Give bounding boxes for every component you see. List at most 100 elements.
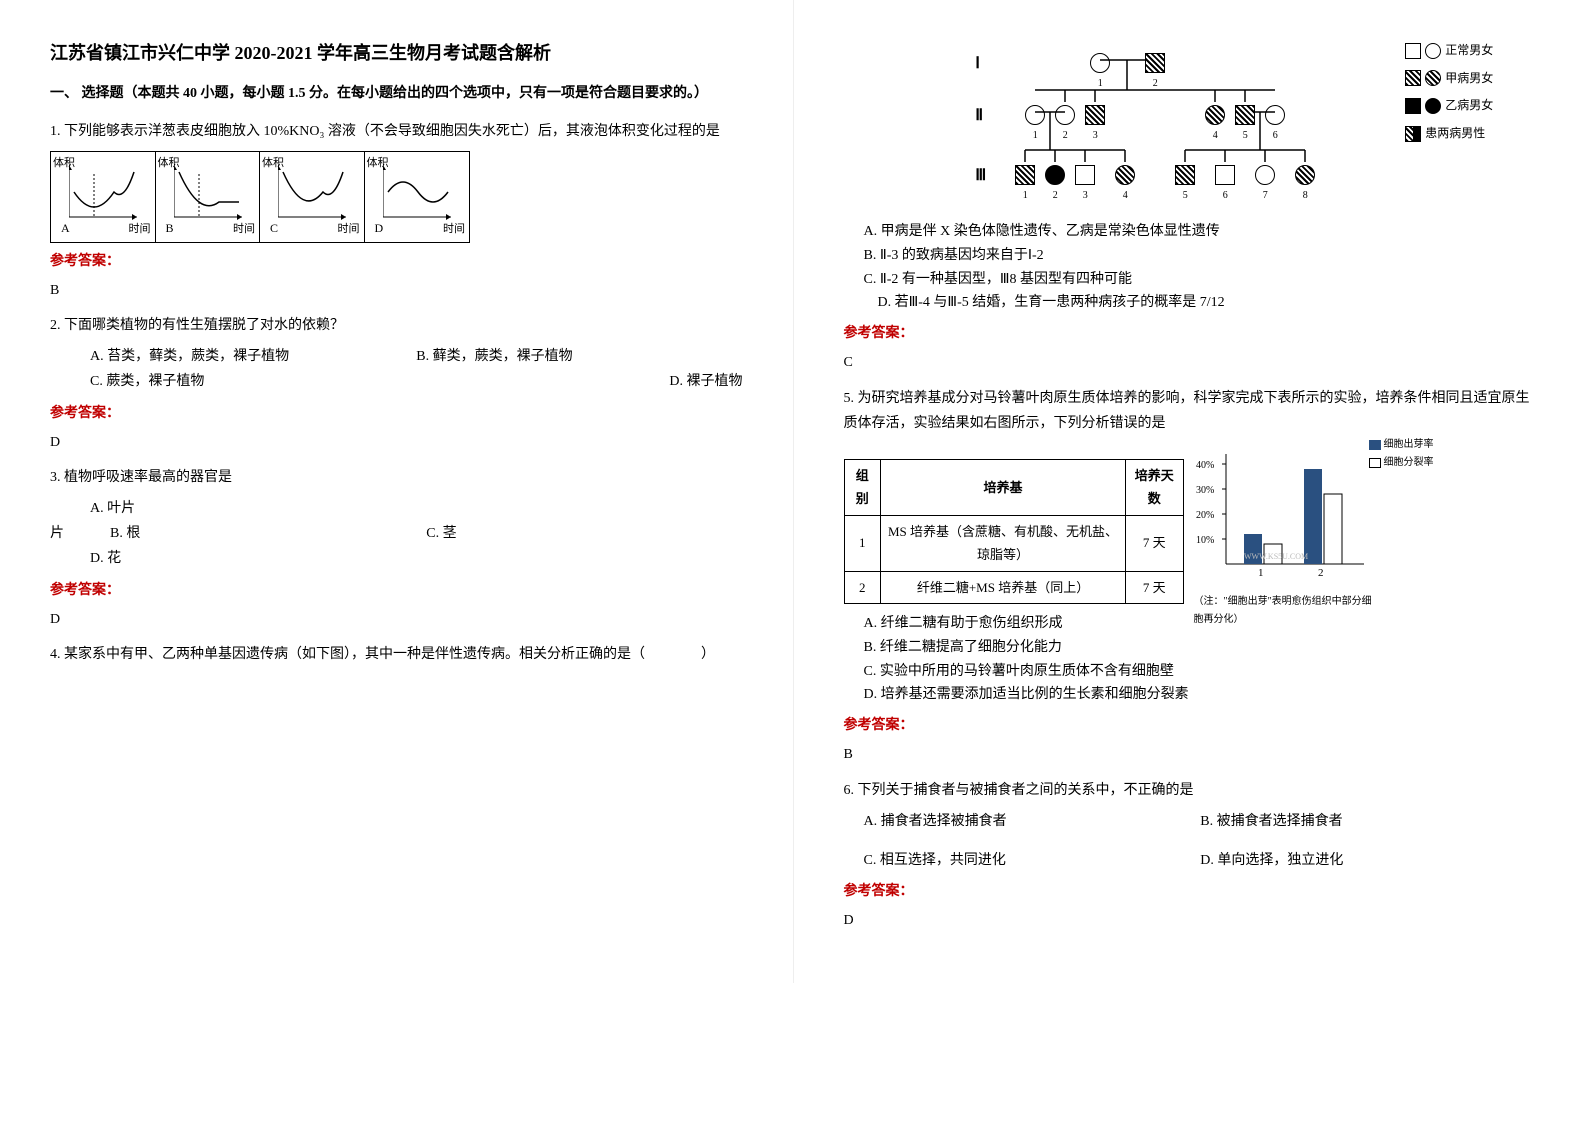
q1-chart-C: 体积 时间 C [260,152,365,242]
q6-opt-C: C. 相互选择，共同进化 [864,848,1201,873]
q4-opt-D: D. 若Ⅲ-4 与Ⅲ-5 结婚，生育一患两种病孩子的概率是 7/12 [864,291,1538,315]
q3-opt-B: B. 根 [110,521,426,546]
q4-answer: C [844,350,1538,375]
ped-II-5 [1235,105,1255,125]
right-page: Ⅰ Ⅱ Ⅲ 1 2 1 2 3 4 5 6 1 2 3 4 5 6 7 8 正常… [794,0,1587,983]
question-4-body: Ⅰ Ⅱ Ⅲ 1 2 1 2 3 4 5 6 1 2 3 4 5 6 7 8 正常… [844,40,1538,376]
q5-chart-legend: 细胞出芽率 细胞分裂率 [1369,436,1434,472]
svg-text:20%: 20% [1196,510,1214,521]
question-4-stem: 4. 某家系中有甲、乙两种单基因遗传病（如下图），其中一种是伴性遗传病。相关分析… [50,642,743,667]
q3-opt-D: D. 花 [90,546,743,571]
svg-text:10%: 10% [1196,535,1214,546]
q4-opt-A: A. 甲病是伴 X 染色体隐性遗传、乙病是常染色体显性遗传 [864,220,1538,244]
q2-answer: D [50,430,743,455]
ped-I-1 [1090,53,1110,73]
q6-opt-D: D. 单向选择，独立进化 [1200,848,1537,873]
q1-tag-B: B [166,218,174,240]
table-row: 2 纤维二糖+MS 培养基（同上） 7 天 [844,571,1183,603]
pedigree-diagram: Ⅰ Ⅱ Ⅲ 1 2 1 2 3 4 5 6 1 2 3 4 5 6 7 8 正常… [975,40,1405,210]
q1-charts: 体积 时间 A 体积 时间 B 体积 时间 C 体积 时间 D [50,151,470,243]
pedigree-legend: 正常男女 甲病男女 乙病男女 患两病男性 [1405,40,1525,150]
q3-opt-C: C. 茎 [426,521,742,546]
answer-label: 参考答案： [50,578,743,603]
q3-answer: D [50,607,743,632]
q2-opt-A: A. 苔类，藓类，蕨类，裸子植物 [90,344,416,369]
q5-answer: B [844,742,1538,767]
answer-label: 参考答案： [50,249,743,274]
svg-text:30%: 30% [1196,485,1214,496]
ped-III-4 [1115,165,1135,185]
gen-label-3: Ⅲ [975,162,986,191]
section-intro: 一、 选择题（本题共 40 小题，每小题 1.5 分。在每小题给出的四个选项中，… [50,83,743,105]
table-row: 1 MS 培养基（含蔗糖、有机酸、无机盐、琼脂等） 7 天 [844,515,1183,571]
question-6: 6. 下列关于捕食者与被捕食者之间的关系中，不正确的是 A. 捕食者选择被捕食者… [844,778,1538,934]
answer-label: 参考答案： [844,879,1538,904]
q6-answer: D [844,908,1538,933]
q5-th-0: 组别 [844,459,880,515]
ped-III-3 [1075,165,1095,185]
q1-chart-A: 体积 时间 A [51,152,156,242]
q5-table: 组别 培养基 培养天数 1 MS 培养基（含蔗糖、有机酸、无机盐、琼脂等） 7 … [844,459,1184,604]
svg-text:2: 2 [1318,567,1324,579]
ped-II-1 [1025,105,1045,125]
q2-stem: 2. 下面哪类植物的有性生殖摆脱了对水的依赖？ [50,313,743,338]
svg-text:40%: 40% [1196,460,1214,471]
svg-text:1: 1 [1258,567,1264,579]
ped-III-6 [1215,165,1235,185]
q1-chart-B: 体积 时间 B [156,152,261,242]
answer-label: 参考答案： [844,713,1538,738]
question-3: 3. 植物呼吸速率最高的器官是 A. 叶片 片 B. 根 C. 茎 D. 花 参… [50,465,743,632]
q5-th-2: 培养天数 [1126,459,1183,515]
q1-tag-C: C [270,218,278,240]
q5-opt-C: C. 实验中所用的马铃薯叶肉原生质体不含有细胞壁 [864,660,1538,684]
q5-chart-note: （注："细胞出芽"表明愈伤组织中部分细胞再分化） [1194,593,1374,629]
q4-stem: 4. 某家系中有甲、乙两种单基因遗传病（如下图），其中一种是伴性遗传病。相关分析… [50,642,743,667]
q2-opt-C: C. 蕨类，裸子植物 [90,369,416,394]
q5-th-1: 培养基 [880,459,1125,515]
q6-opt-A: A. 捕食者选择被捕食者 [864,809,1201,834]
q1-answer: B [50,278,743,303]
ped-II-6 [1265,105,1285,125]
question-1: 1. 下列能够表示洋葱表皮细胞放入 10%KNO₃ 溶液（不会导致细胞因失水死亡… [50,119,743,303]
q5-stem: 5. 为研究培养基成分对马铃薯叶肉原生质体培养的影响，科学家完成下表所示的实验，… [844,386,1538,436]
ped-III-2 [1045,165,1065,185]
q2-opt-B: B. 藓类，蕨类，裸子植物 [416,344,742,369]
q1-xlabel: 时间 [233,220,255,240]
q6-stem: 6. 下列关于捕食者与被捕食者之间的关系中，不正确的是 [844,778,1538,803]
q1-xlabel: 时间 [338,220,360,240]
answer-label: 参考答案： [50,401,743,426]
q5-opt-B: B. 纤维二糖提高了细胞分化能力 [864,636,1538,660]
ped-II-2 [1055,105,1075,125]
q2-opt-D: D. 裸子植物 [416,369,742,394]
question-5: 5. 为研究培养基成分对马铃薯叶肉原生质体培养的影响，科学家完成下表所示的实验，… [844,386,1538,768]
q1-tag-D: D [375,218,384,240]
question-2: 2. 下面哪类植物的有性生殖摆脱了对水的依赖？ A. 苔类，藓类，蕨类，裸子植物… [50,313,743,455]
q1-stem: 1. 下列能够表示洋葱表皮细胞放入 10%KNO₃ 溶液（不会导致细胞因失水死亡… [50,119,743,144]
answer-label: 参考答案： [844,321,1538,346]
q1-xlabel: 时间 [443,220,465,240]
ped-III-8 [1295,165,1315,185]
q6-options: A. 捕食者选择被捕食者 B. 被捕食者选择捕食者 C. 相互选择，共同进化 D… [844,809,1538,873]
ped-III-1 [1015,165,1035,185]
q3-stem: 3. 植物呼吸速率最高的器官是 [50,465,743,490]
q5-chart-svg: 40% 30% 20% 10% 1 2 WWW.KS5U.COM [1194,444,1374,584]
q3-options: A. 叶片 片 B. 根 C. 茎 D. 花 [50,496,743,572]
left-page: 江苏省镇江市兴仁中学 2020-2021 学年高三生物月考试题含解析 一、 选择… [0,0,794,983]
ped-III-5 [1175,165,1195,185]
q6-opt-B: B. 被捕食者选择捕食者 [1200,809,1537,834]
ped-III-7 [1255,165,1275,185]
q4-options: A. 甲病是伴 X 染色体隐性遗传、乙病是常染色体显性遗传 B. Ⅱ-3 的致病… [844,220,1538,315]
q4-opt-B: B. Ⅱ-3 的致病基因均来自于Ⅰ-2 [864,244,1538,268]
gen-label-1: Ⅰ [975,50,980,79]
gen-label-2: Ⅱ [975,102,983,131]
q4-opt-C: C. Ⅱ-2 有一种基因型，Ⅲ8 基因型有四种可能 [864,268,1538,292]
ped-II-3 [1085,105,1105,125]
q5-opt-D: D. 培养基还需要添加适当比例的生长素和细胞分裂素 [864,683,1538,707]
ped-I-2 [1145,53,1165,73]
q5-options: A. 纤维二糖有助于愈伤组织形成 B. 纤维二糖提高了细胞分化能力 C. 实验中… [844,612,1538,707]
ped-II-4 [1205,105,1225,125]
exam-title: 江苏省镇江市兴仁中学 2020-2021 学年高三生物月考试题含解析 [50,40,743,67]
svg-text:WWW.KS5U.COM: WWW.KS5U.COM [1244,552,1308,561]
q2-options: A. 苔类，藓类，蕨类，裸子植物 B. 藓类，蕨类，裸子植物 C. 蕨类，裸子植… [50,344,743,394]
q5-bar-chart: 细胞出芽率 细胞分裂率 40% 30% 20% 10% 1 [1194,444,1374,604]
